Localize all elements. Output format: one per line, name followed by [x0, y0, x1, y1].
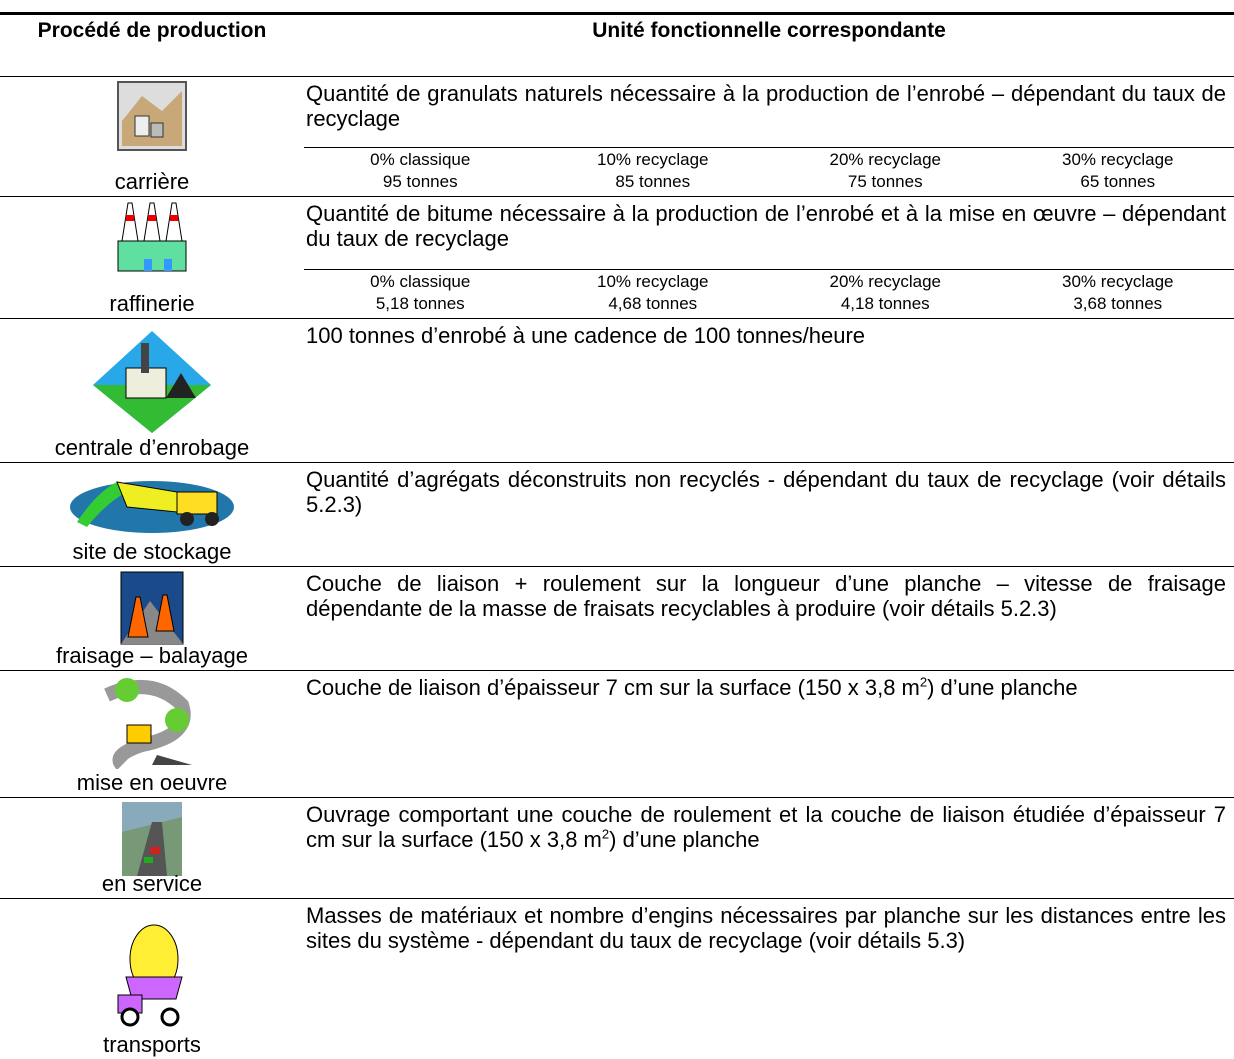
- description: Quantité d’agrégats déconstruits non rec…: [306, 467, 1226, 517]
- options-table: 0% classique 95 tonnes 10% recyclage 85 ton…: [304, 147, 1234, 196]
- icon: [117, 202, 187, 272]
- option-amount: 3,68 tonnes: [1073, 294, 1163, 313]
- top-rule: [0, 12, 1234, 15]
- option-cell: 10% recyclage 85 tonnes: [537, 148, 770, 196]
- option-cell: 20% recyclage 4,18 tonnes: [769, 270, 1002, 318]
- option-amount: 75 tonnes: [847, 172, 923, 191]
- description-text: Masses de matériaux et nombre d’engins n…: [306, 903, 1226, 953]
- process-cell: transports: [0, 899, 304, 1059]
- option-rate: 20% recyclage: [829, 272, 941, 291]
- row: site de stockage Quantité d’agrégats déco…: [0, 462, 1234, 566]
- description: Quantité de bitume nécessaire à la produ…: [306, 201, 1226, 251]
- process-label: transports: [103, 1032, 201, 1057]
- description-text: Quantité de bitume nécessaire à la produ…: [306, 201, 1226, 251]
- process-cell: en service: [0, 798, 304, 898]
- option-rate: 10% recyclage: [596, 150, 709, 169]
- superscript: 2: [919, 674, 928, 690]
- description-text: Quantité de granulats naturels nécessair…: [306, 81, 1226, 131]
- option-amount: 4,18 tonnes: [840, 294, 930, 313]
- option-rate: 10% recyclage: [596, 272, 709, 291]
- description-text: Couche de liaison + roulement sur la lon…: [306, 571, 1226, 621]
- process-cell: fraisage – balayage: [0, 567, 304, 670]
- icon: [104, 678, 192, 769]
- icon: [70, 481, 234, 533]
- description-text: 100 tonnes d’enrobé à une cadence de 100…: [306, 323, 866, 348]
- row: raffinerie Quantité de bitume nécessaire …: [0, 196, 1234, 318]
- description-text: ) d’une planche: [927, 675, 1078, 700]
- option-cell: 0% classique 95 tonnes: [304, 148, 537, 196]
- option-rate: 20% recyclage: [829, 150, 941, 169]
- process-label: centrale d’enrobage: [54, 435, 250, 460]
- option-rate: 0% classique: [370, 150, 471, 169]
- process-label: raffinerie: [109, 291, 195, 316]
- description: Quantité de granulats naturels nécessair…: [306, 81, 1226, 131]
- process-label: mise en oeuvre: [76, 770, 228, 795]
- option-cell: 20% recyclage 75 tonnes: [769, 148, 1002, 196]
- description-text: ) d’une planche: [609, 827, 760, 852]
- process-cell: carrière: [0, 77, 304, 196]
- row: carrière Quantité de granulats naturels n…: [0, 76, 1234, 196]
- description-text: Quantité d’agrégats déconstruits non rec…: [306, 467, 1226, 517]
- process-cell: raffinerie: [0, 197, 304, 318]
- row: transports Masses de matériaux et nombre …: [0, 898, 1234, 1059]
- header-col1: Procédé de production: [37, 19, 267, 42]
- row: centrale d’enrobage 100 tonnes d’enrobé à…: [0, 318, 1234, 462]
- option-cell: 30% recyclage 65 tonnes: [1002, 148, 1234, 196]
- process-cell: centrale d’enrobage: [0, 319, 304, 462]
- option-rate: 0% classique: [370, 272, 471, 291]
- description-text: Ouvrage comportant une couche de rouleme…: [306, 802, 1226, 852]
- icon: [122, 802, 182, 876]
- option-amount: 65 tonnes: [1080, 172, 1156, 191]
- icon: [93, 331, 211, 433]
- description-text: Couche de liaison d’épaisseur 7 cm sur l…: [306, 675, 920, 700]
- row: mise en oeuvre Couche de liaison d’épaiss…: [0, 670, 1234, 797]
- process-label: en service: [101, 871, 203, 896]
- option-amount: 4,68 tonnes: [608, 294, 698, 313]
- process-label: site de stockage: [72, 539, 232, 564]
- process-label: carrière: [114, 169, 190, 194]
- icon: [117, 81, 187, 151]
- process-cell: site de stockage: [0, 463, 304, 566]
- row: fraisage – balayage Couche de liaison + r…: [0, 566, 1234, 670]
- process-label: fraisage – balayage: [55, 643, 249, 668]
- icon: [120, 571, 184, 645]
- header-col2: Unité fonctionnelle correspondante: [592, 19, 946, 42]
- option-amount: 85 tonnes: [615, 172, 691, 191]
- process-cell: mise en oeuvre: [0, 671, 304, 797]
- option-amount: 95 tonnes: [382, 172, 458, 191]
- description: Ouvrage comportant une couche de rouleme…: [306, 802, 1226, 852]
- option-rate: 30% recyclage: [1061, 272, 1174, 291]
- description: Couche de liaison d’épaisseur 7 cm sur l…: [306, 675, 1226, 700]
- option-cell: 10% recyclage 4,68 tonnes: [537, 270, 770, 318]
- option-amount: 5,18 tonnes: [375, 294, 465, 313]
- option-cell: 30% recyclage 3,68 tonnes: [1002, 270, 1234, 318]
- description: Couche de liaison + roulement sur la lon…: [306, 571, 1226, 621]
- superscript: 2: [601, 826, 610, 842]
- description: Masses de matériaux et nombre d’engins n…: [306, 903, 1226, 953]
- description: 100 tonnes d’enrobé à une cadence de 100…: [306, 323, 1226, 348]
- option-cell: 0% classique 5,18 tonnes: [304, 270, 537, 318]
- icon: [117, 924, 183, 1027]
- option-rate: 30% recyclage: [1061, 150, 1174, 169]
- options-table: 0% classique 5,18 tonnes 10% recyclage 4,68…: [304, 269, 1234, 318]
- row: en service Ouvrage comportant une couche …: [0, 797, 1234, 898]
